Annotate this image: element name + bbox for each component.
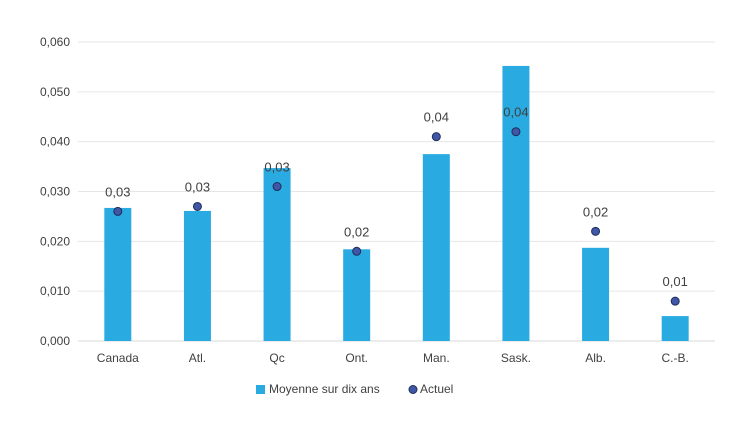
data-point: [670, 296, 680, 306]
bar: [343, 249, 371, 341]
data-labels: 0,03 0,03 0,03 0,02 0,04 0,04 0,02 0,01: [105, 105, 688, 289]
data-point: [192, 201, 202, 211]
data-label: 0,03: [185, 179, 210, 194]
bar: [104, 207, 132, 341]
grid-layer: [78, 41, 715, 342]
bar: [502, 65, 530, 342]
x-tick-label: Sask.: [501, 351, 531, 365]
legend-point-swatch: [408, 385, 418, 394]
legend-point-label: Actuel: [420, 382, 453, 396]
legend: Moyenne sur dix ans Actuel: [256, 382, 453, 396]
x-tick-label: Canada: [97, 351, 139, 365]
data-point: [511, 127, 521, 137]
bar: [183, 210, 211, 341]
data-point: [431, 132, 441, 142]
data-label: 0,02: [583, 204, 608, 219]
bar: [422, 154, 450, 341]
y-tick-label: 0,040: [40, 135, 70, 149]
data-label: 0,04: [424, 110, 449, 125]
data-point: [352, 246, 362, 256]
data-label: 0,03: [264, 160, 289, 175]
data-label: 0,02: [344, 224, 369, 239]
y-tick-label: 0,030: [40, 185, 70, 199]
x-tick-label: Qc: [269, 351, 284, 365]
data-label: 0,01: [663, 274, 688, 289]
x-tick-label: Alb.: [585, 351, 606, 365]
data-point: [113, 206, 123, 216]
x-tick-label: Man.: [423, 351, 450, 365]
legend-bar-swatch: [256, 385, 265, 394]
point-series: [113, 127, 680, 306]
x-tick-label: C.-B.: [662, 351, 689, 365]
bar: [582, 247, 610, 341]
data-point: [272, 182, 282, 192]
data-label: 0,04: [503, 105, 528, 120]
bar: [263, 168, 291, 341]
bar: [661, 316, 689, 341]
data-point: [591, 226, 601, 236]
y-axis: 0,000 0,010 0,020 0,030 0,040 0,050 0,060: [40, 35, 70, 348]
x-tick-label: Atl.: [189, 351, 206, 365]
y-tick-label: 0,000: [40, 334, 70, 348]
x-axis: Canada Atl. Qc Ont. Man. Sask. Alb. C.-B.: [97, 351, 689, 365]
y-tick-label: 0,060: [40, 35, 70, 49]
data-label: 0,03: [105, 184, 130, 199]
y-tick-label: 0,010: [40, 284, 70, 298]
y-tick-label: 0,020: [40, 234, 70, 248]
y-tick-label: 0,050: [40, 85, 70, 99]
x-tick-label: Ont.: [345, 351, 368, 365]
legend-bar-label: Moyenne sur dix ans: [269, 382, 380, 396]
bar-series: [104, 65, 689, 342]
